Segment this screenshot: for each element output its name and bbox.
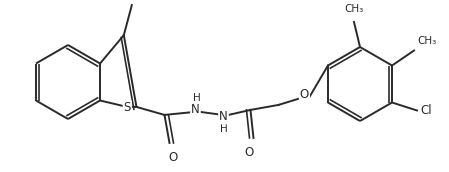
Text: H: H [220,124,227,134]
Text: CH₃: CH₃ [344,4,364,14]
Text: N: N [219,110,228,123]
Text: O: O [169,151,178,164]
Text: Cl: Cl [420,104,431,117]
Text: CH₃: CH₃ [417,35,436,46]
Text: O: O [245,146,254,159]
Text: S: S [123,101,131,114]
Text: N: N [191,103,200,116]
Text: H: H [193,93,200,103]
Text: O: O [300,88,309,101]
